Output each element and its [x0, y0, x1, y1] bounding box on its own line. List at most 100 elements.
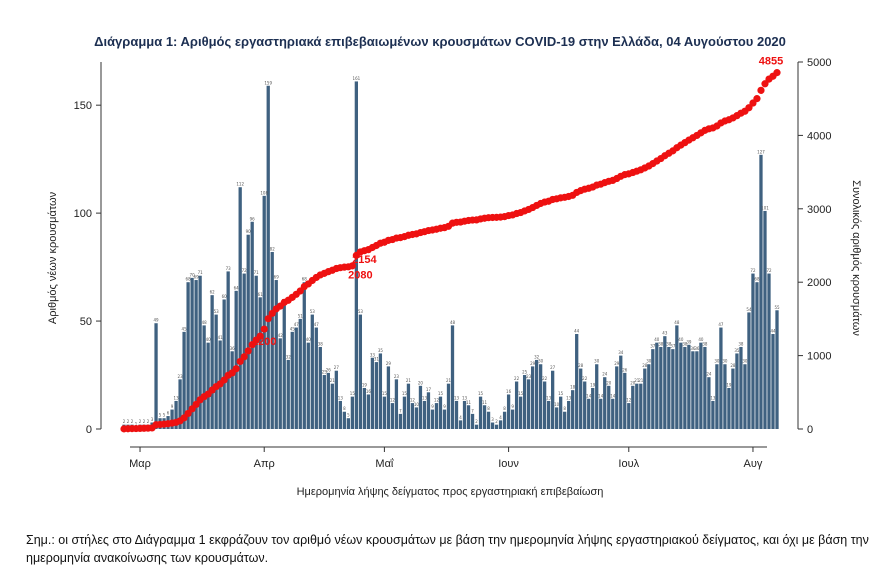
bar-value-label: 33	[370, 352, 376, 357]
bar-value-label: 29	[386, 361, 392, 366]
bar-value-label: 15	[558, 391, 564, 396]
bar	[190, 277, 194, 429]
bar-value-label: 40	[206, 337, 212, 342]
cumulative-point	[220, 376, 228, 384]
y-left-tick-label: 50	[80, 316, 92, 328]
chart-title: Διάγραμμα 1: Αριθμός εργαστηριακά επιβεβ…	[94, 34, 786, 49]
bar	[370, 357, 375, 429]
bar-value-label: 27	[550, 365, 556, 370]
cumulative-point	[348, 262, 356, 270]
bar	[434, 403, 439, 429]
bar-value-label: 7	[471, 408, 474, 413]
bar-value-label: 26	[622, 367, 628, 372]
bar	[414, 407, 419, 429]
y-left-tick-label: 0	[86, 424, 92, 436]
bar	[290, 331, 294, 429]
bar-value-label: 8	[343, 406, 346, 411]
bar-value-label: 13	[338, 395, 344, 400]
bar-value-label: 51	[298, 313, 304, 318]
bar	[547, 400, 551, 429]
bar-value-label: 15	[478, 391, 484, 396]
bar-value-label: 68	[186, 277, 192, 282]
bar-value-label: 47	[718, 322, 724, 327]
bar-value-label: 25	[522, 370, 528, 375]
bar	[643, 368, 647, 429]
bar	[382, 396, 387, 429]
bar	[366, 394, 371, 429]
bar-value-label: 9	[511, 404, 514, 409]
bar	[563, 411, 567, 429]
bar	[450, 325, 455, 429]
bar	[567, 400, 571, 429]
y-left-tick-label: 150	[74, 100, 92, 112]
axes-layer: 0 50 100 150 0 1000 2000 3000 4000 5000 Μαρ Απρ Μαΐ Ι…	[74, 57, 832, 470]
bar-value-label: 40	[306, 337, 312, 342]
bar-value-label: 36	[690, 346, 696, 351]
bar	[559, 396, 563, 429]
bar	[723, 364, 727, 429]
bar-value-label: 24	[706, 372, 712, 377]
bar-value-label: 2	[143, 419, 146, 424]
x-tick-label: Ιουν	[498, 458, 519, 470]
bar-value-label: 48	[202, 320, 208, 325]
bar-value-label: 53	[214, 309, 220, 314]
bar-value-label: 71	[198, 270, 204, 275]
bar	[442, 409, 447, 429]
bar-value-label: 28	[730, 363, 736, 368]
bar	[378, 353, 383, 429]
bar	[743, 364, 747, 429]
bar-value-label: 39	[686, 339, 692, 344]
bar	[707, 377, 711, 429]
bar	[647, 364, 651, 429]
bar-value-label: 2	[131, 419, 134, 424]
bar	[695, 351, 699, 429]
bar-value-label: 3	[151, 417, 154, 422]
bar-value-label: 36	[230, 346, 236, 351]
bar	[310, 314, 314, 429]
bar-value-label: 20	[606, 380, 612, 385]
bar-value-label: 15	[402, 391, 408, 396]
bar-value-label: 31	[374, 357, 380, 362]
bar-value-label: 47	[294, 322, 300, 327]
bar	[270, 251, 274, 429]
bar-value-label: 28	[642, 363, 648, 368]
bar-value-label: 38	[666, 341, 672, 346]
bar	[615, 366, 619, 429]
bar	[410, 403, 415, 429]
bar	[262, 195, 266, 429]
bar-value-label: 61	[258, 292, 264, 297]
bar-value-label: 21	[330, 378, 336, 383]
bar	[206, 342, 210, 429]
bar-value-label: 101	[761, 205, 769, 210]
y-right-tick-label: 4000	[807, 130, 831, 142]
cumulative-point	[745, 104, 753, 112]
bar-value-label: 48	[450, 320, 456, 325]
bar	[318, 346, 322, 429]
bar	[663, 336, 667, 429]
bar-value-label: 30	[538, 359, 544, 364]
bar	[771, 334, 775, 429]
x-tick-label: Μαΐ	[375, 458, 394, 470]
bar	[599, 398, 603, 429]
bar	[286, 359, 290, 429]
bar	[623, 372, 627, 429]
y-right-tick-label: 5000	[807, 57, 831, 69]
bar	[526, 379, 531, 429]
bar	[627, 403, 631, 429]
bar-value-label: 30	[722, 359, 728, 364]
bar	[426, 392, 431, 429]
bar	[346, 418, 350, 429]
bar	[490, 422, 495, 429]
cumulative-point	[256, 332, 264, 340]
bar-value-label: 12	[410, 398, 416, 403]
bar-value-label: 17	[426, 387, 432, 392]
bar-value-label: 1	[135, 421, 138, 426]
bar-value-label: 53	[310, 309, 316, 314]
bar-value-label: 16	[506, 389, 512, 394]
bar-value-label: 37	[670, 344, 676, 349]
bar	[250, 221, 254, 429]
bar-value-label: 2	[127, 419, 130, 424]
bar-value-label: 8	[503, 406, 506, 411]
bar-value-label: 8	[563, 406, 566, 411]
bar	[330, 383, 334, 429]
